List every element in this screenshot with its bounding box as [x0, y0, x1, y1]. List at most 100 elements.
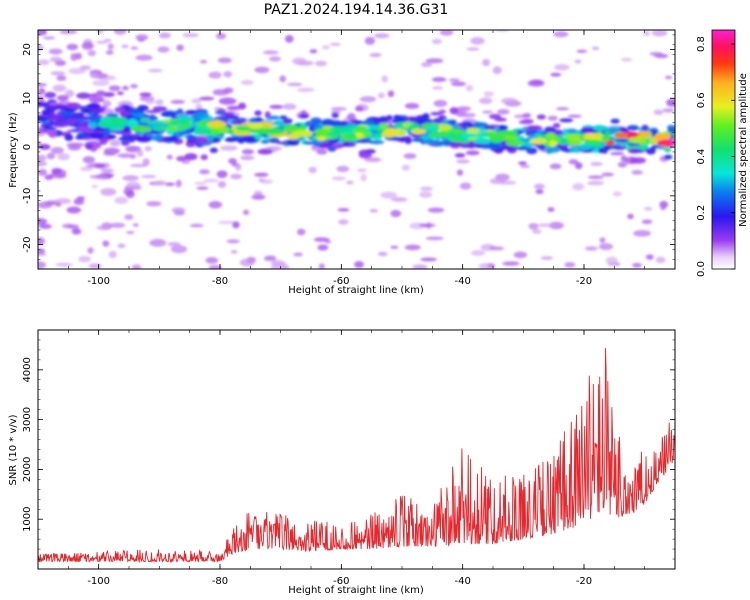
spectrogram-cell	[264, 111, 271, 119]
spectrogram-cell	[41, 109, 55, 116]
spectrogram-cell	[67, 224, 80, 229]
spectrogram-cell	[583, 127, 593, 134]
colorbar-ticks: 0.0 0.2 0.4 0.6 0.8	[696, 36, 735, 277]
spectrogram-cell	[321, 121, 337, 126]
spectrogram-cell	[371, 117, 387, 122]
spectrogram-cell	[89, 132, 105, 140]
spectrogram-cell	[142, 158, 150, 166]
spectrogram-cell	[313, 237, 330, 242]
spectrogram-cell	[634, 144, 650, 150]
spectrogram-cell	[610, 118, 620, 124]
spectrogram-peak	[529, 138, 548, 145]
spectrogram-peak	[139, 117, 151, 123]
spectrogram-cell	[369, 208, 378, 213]
spectrogram-cell	[488, 113, 502, 120]
spectrogram-cell	[208, 71, 222, 79]
spectrogram-cell	[454, 153, 466, 158]
spectrogram-cell	[502, 261, 520, 266]
spectrogram-peak	[466, 127, 480, 135]
spectrogram-cell	[518, 120, 534, 125]
spectrogram-cell	[139, 92, 152, 97]
spectrogram-cell	[567, 114, 582, 118]
spectrogram-cell	[225, 136, 238, 143]
spectrogram-cell	[603, 145, 612, 150]
spectrogram-peak	[235, 125, 251, 132]
spectrogram-cell	[114, 196, 129, 205]
x-tick-label: -60	[333, 576, 349, 587]
spectrogram-cell	[50, 147, 64, 154]
spectrogram-cell	[655, 256, 666, 264]
spectrogram-peak	[263, 128, 285, 135]
spectrogram-cell	[515, 146, 531, 151]
spectrogram-cell	[273, 119, 285, 125]
spectrogram-cell	[455, 110, 467, 118]
spectrogram-peak	[629, 136, 645, 144]
spectrogram-cell	[646, 147, 656, 155]
spectrogram-cell	[574, 162, 583, 170]
spectrogram-cell	[419, 191, 433, 198]
spectrogram-cell	[215, 32, 227, 40]
spectrogram-cell	[292, 57, 307, 65]
spectrogram-cell	[304, 120, 313, 127]
spectrogram-cell	[182, 33, 200, 38]
spectrogram-cell	[88, 263, 102, 269]
spectrogram-cell	[124, 214, 134, 220]
spectrogram-cell	[240, 80, 254, 86]
spectrogram-cell	[269, 104, 284, 109]
spectrogram-cell	[175, 179, 182, 188]
spectrogram-cell	[203, 178, 219, 183]
spectrogram-cell	[386, 115, 393, 119]
spectrogram-cell	[449, 107, 459, 115]
spectrogram-cell	[545, 145, 560, 154]
spectrogram-cell	[77, 122, 89, 127]
spectrogram-cell	[38, 102, 51, 106]
spectrogram-cell	[193, 111, 209, 119]
spectrogram-cell	[431, 77, 447, 82]
spectrogram-cell	[241, 149, 255, 155]
spectrogram-cell	[214, 110, 225, 115]
spectrogram-cell	[550, 72, 562, 77]
spectrogram-peak	[100, 121, 111, 128]
spectrogram-cell	[626, 124, 640, 131]
spectrogram-cell	[404, 137, 412, 145]
spectrogram-cell	[234, 118, 244, 126]
spectrogram-cell	[228, 158, 238, 164]
spectrogram-cell	[398, 136, 407, 143]
spectrogram-cell	[254, 172, 269, 177]
spectrogram-cell	[100, 168, 114, 173]
spectrogram-cell	[610, 151, 625, 156]
spectrogram-cell	[423, 139, 440, 145]
spectrogram-cell	[135, 135, 152, 143]
colorbar-tick-label: 0.8	[696, 36, 707, 52]
spectrogram-cell	[95, 90, 106, 97]
spectrogram-cell	[38, 154, 47, 162]
snr-series-line	[38, 348, 675, 564]
spectrogram-peak	[384, 128, 400, 136]
spectrogram-cell	[547, 207, 555, 212]
spectrogram-cell	[230, 173, 242, 180]
spectrogram-cell	[450, 81, 467, 87]
spectrogram-cell	[89, 73, 99, 78]
spectrogram-cell	[166, 154, 173, 160]
spectrogram-cell	[433, 99, 448, 107]
spectrogram-cell	[359, 96, 377, 103]
spectrogram-cell	[419, 223, 436, 228]
spectrogram-cell	[217, 220, 236, 225]
spectrogram-peak	[130, 125, 152, 133]
spectrogram-cell	[632, 263, 642, 268]
spectrogram-cell	[200, 154, 208, 161]
spectrogram-cell	[420, 257, 438, 262]
spectrogram-cell	[48, 48, 63, 55]
spectrogram-cell	[102, 240, 110, 247]
spectrogram-peak	[378, 122, 390, 128]
spectrogram-cell	[427, 207, 445, 213]
spectrogram-cell	[45, 128, 56, 136]
spectrogram-cell	[286, 141, 300, 146]
spectrogram-cell	[592, 124, 606, 131]
spectrogram-cell	[482, 58, 491, 67]
spectrogram-cell	[56, 94, 69, 102]
spectrogram-cell	[113, 30, 127, 35]
spectrogram-cell	[331, 112, 339, 119]
